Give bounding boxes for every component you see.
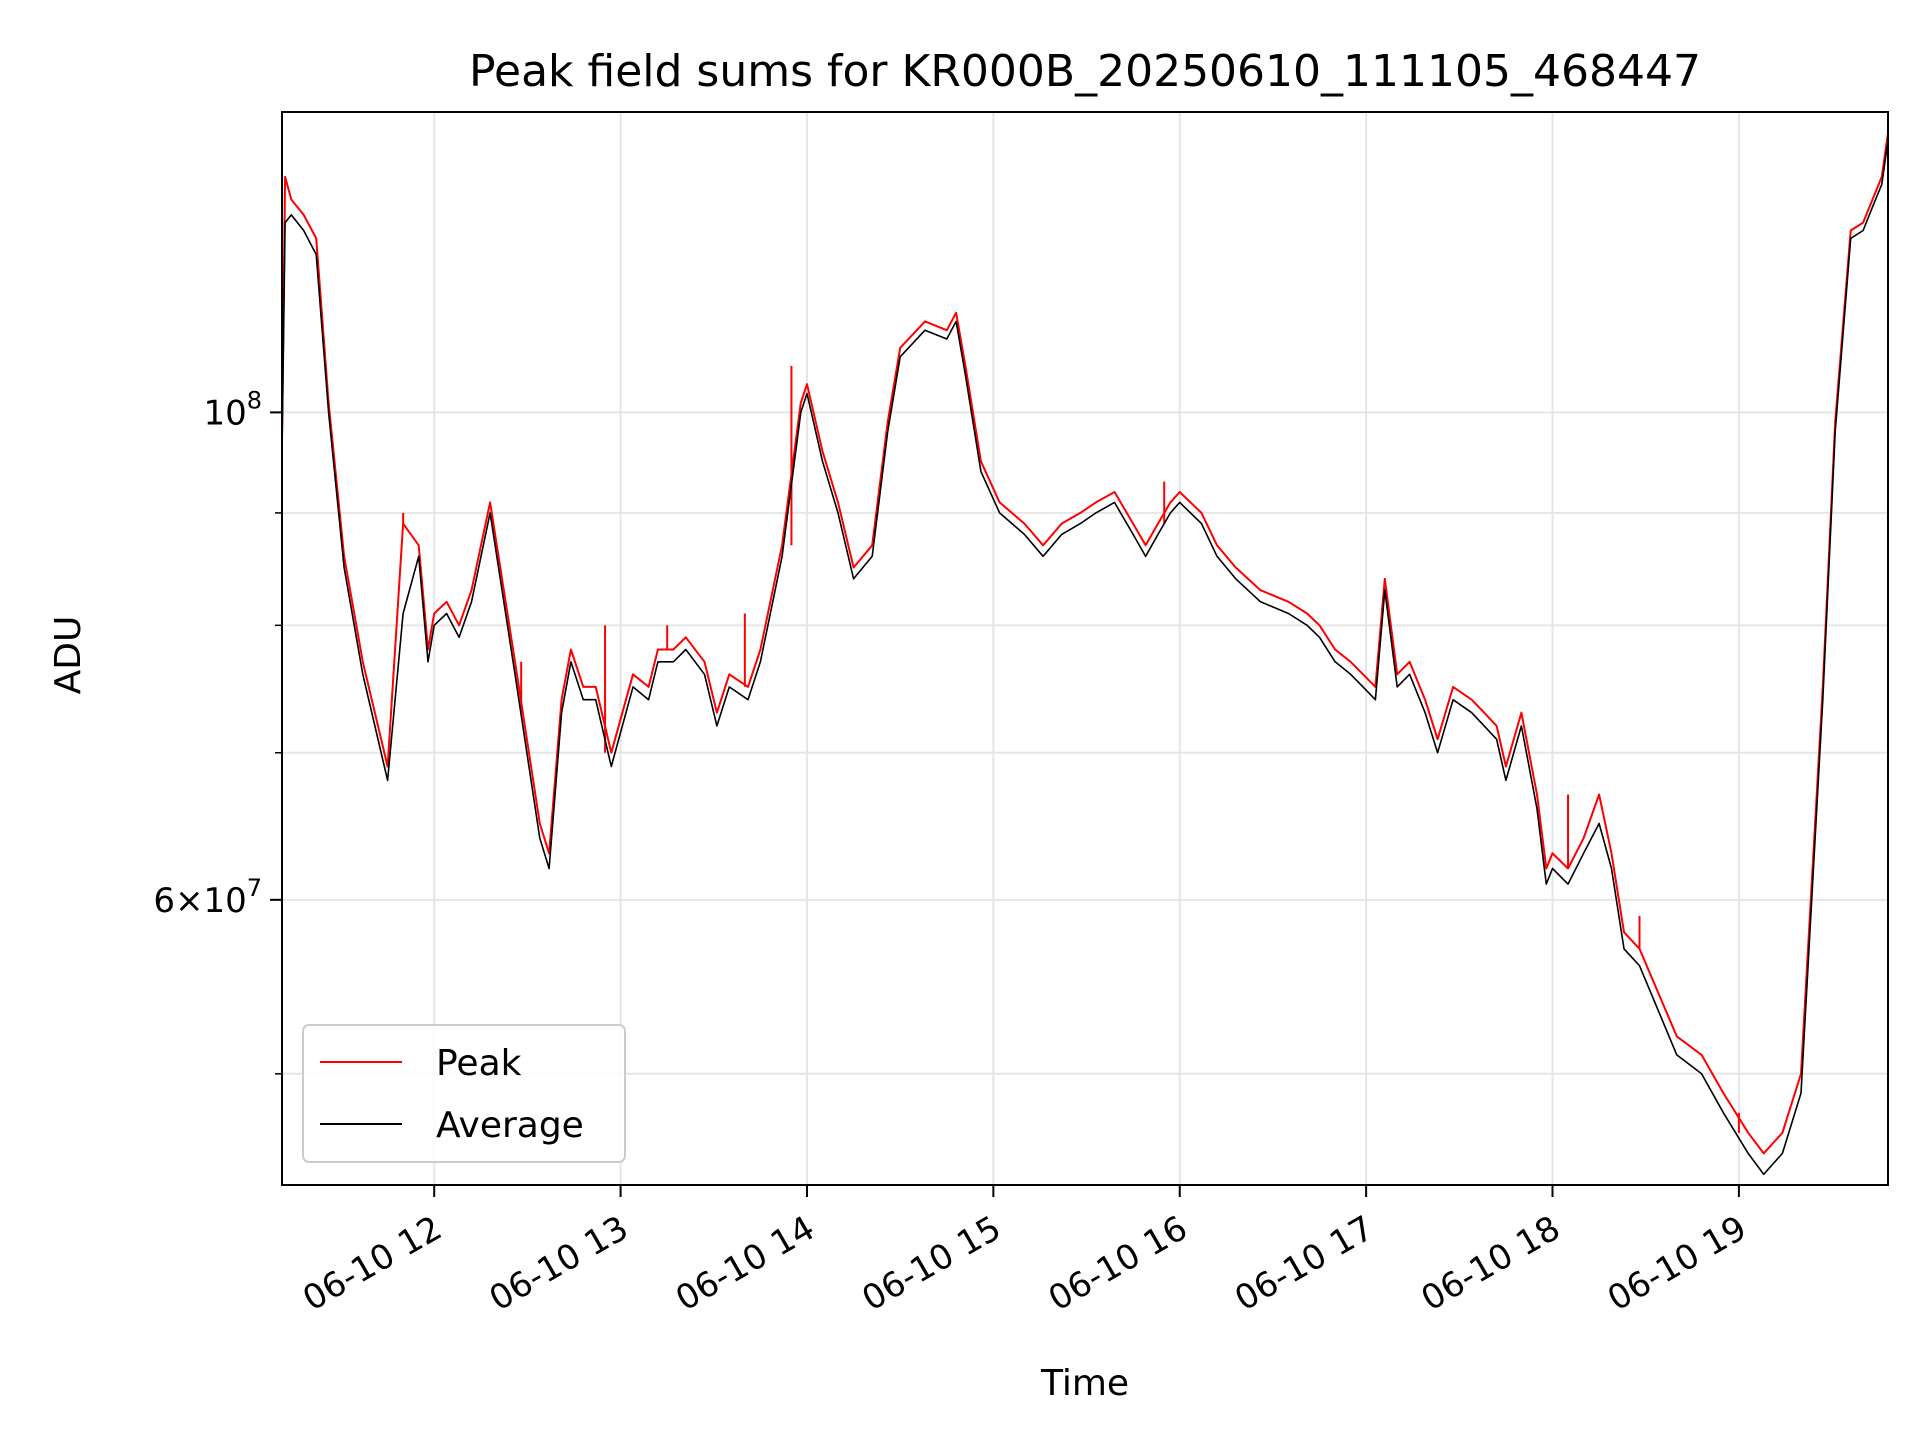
legend: Peak Average <box>302 1024 626 1163</box>
plot-frame <box>281 111 1889 1186</box>
legend-label-peak: Peak <box>436 1043 522 1084</box>
y-axis-label: ADU <box>48 616 89 695</box>
series-line-peak <box>281 132 1889 1155</box>
series-line-average <box>281 140 1889 1176</box>
x-axis-label: Time <box>1040 1363 1129 1404</box>
legend-label-average: Average <box>436 1105 584 1146</box>
y-tick-label: 108 <box>203 386 262 433</box>
legend-box <box>302 1024 626 1163</box>
y-tick-label: 6×107 <box>153 874 262 921</box>
chart-title: Peak field sums for KR000B_20250610_1111… <box>469 46 1701 97</box>
series-layer <box>281 132 1889 1176</box>
